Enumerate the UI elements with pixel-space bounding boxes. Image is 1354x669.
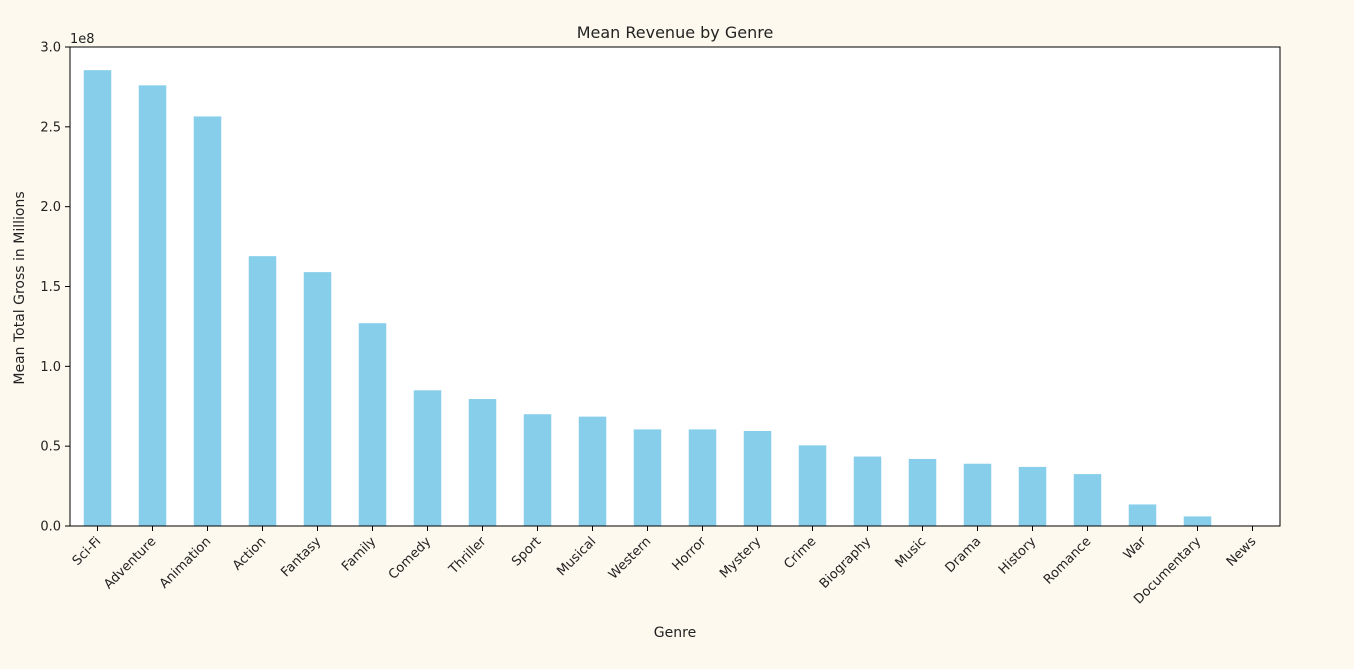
bar-crime [798, 445, 827, 526]
chart-title: Mean Revenue by Genre [577, 23, 774, 42]
bar-action [248, 256, 277, 526]
y-tick-label: 0.5 [40, 440, 61, 455]
bar-music [908, 458, 937, 526]
y-tick-label: 2.5 [40, 120, 61, 135]
plot-frame [69, 46, 1281, 527]
bar-romance [1073, 474, 1102, 526]
bar-western [633, 429, 662, 526]
bar-fantasy [303, 272, 332, 526]
bar-family [358, 323, 387, 526]
bar-history [1018, 466, 1047, 526]
y-axis-label: Mean Total Gross in Millions [12, 191, 28, 384]
bar-sport [523, 414, 552, 526]
bar-war [1128, 504, 1157, 526]
y-tick-label: 0.0 [40, 520, 61, 535]
y-tick-label: 2.0 [40, 200, 61, 215]
y-tick-label: 3.0 [40, 41, 61, 56]
x-axis-label: Genre [654, 625, 696, 641]
bars-group [83, 70, 1212, 527]
y-offset-label: 1e8 [70, 32, 95, 47]
y-tick-label: 1.0 [40, 360, 61, 375]
bar-comedy [413, 390, 442, 526]
bar-animation [193, 116, 222, 526]
bar-adventure [138, 85, 167, 526]
bar-biography [853, 456, 882, 526]
bar-musical [578, 416, 607, 526]
bar-sci-fi [83, 70, 112, 527]
y-ticks-group: 0.0 0.5 1.0 1.5 2.0 2.5 3.0 [40, 41, 70, 535]
y-tick-label: 1.5 [40, 280, 61, 295]
bar-drama [963, 463, 992, 526]
bar-thriller [468, 399, 497, 526]
bar-horror [688, 429, 717, 526]
bar-mystery [743, 431, 772, 526]
bar-documentary [1183, 516, 1212, 526]
